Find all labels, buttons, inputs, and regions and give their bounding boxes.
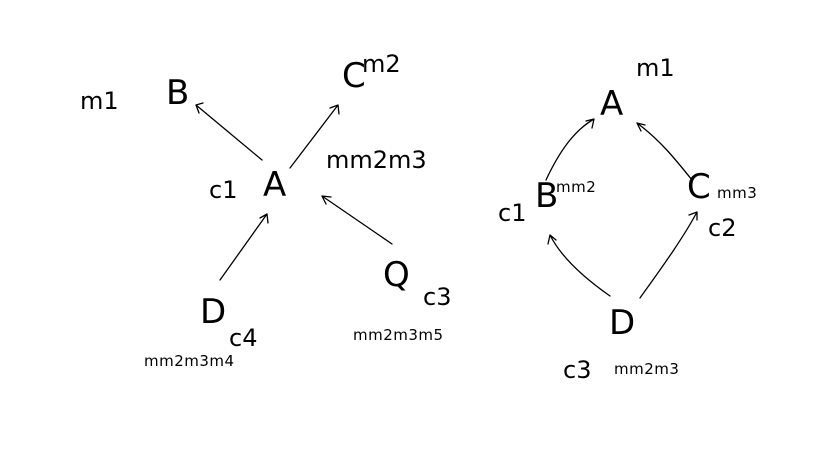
node-d-right: D: [609, 303, 635, 343]
edge-d-to-b: [547, 234, 611, 297]
node-b-right: B: [535, 176, 558, 216]
edge-a-to-b: [195, 102, 263, 161]
node-c: C: [342, 56, 366, 96]
label-a-left: c1: [209, 176, 237, 204]
label-b-right: mm2: [556, 178, 596, 196]
label-d-left: c3: [563, 356, 591, 384]
edge-b-to-a: [545, 118, 595, 181]
edge-c-to-a: [636, 122, 693, 181]
node-c-right: C: [687, 167, 711, 207]
edge-a-to-c: [289, 104, 340, 169]
label-b-left-right: c1: [498, 199, 526, 227]
node-b: B: [166, 73, 189, 113]
label-b-left: m1: [80, 87, 119, 115]
label-q-right: c3: [423, 283, 451, 311]
label-c-right: mm3: [717, 184, 757, 202]
label-q-bottom: mm2m3m5: [353, 326, 444, 344]
right-graph: A B C D m1 c1 mm2 mm3 c2 c3 mm2m3: [498, 54, 757, 384]
edge-d-to-a: [219, 213, 269, 281]
label-a-right: mm2m3: [326, 146, 427, 174]
node-q: Q: [383, 255, 410, 295]
left-graph: A B C D Q m1 m2 mm2m3 c1 c4 mm2m3m4 c3 m…: [80, 50, 451, 370]
edge-d-to-c: [639, 211, 698, 299]
node-a-right: A: [600, 84, 623, 124]
label-d-right: c4: [229, 324, 257, 352]
edge-q-to-a: [321, 195, 393, 245]
label-c-right: m2: [362, 50, 401, 78]
label-a-top: m1: [636, 54, 675, 82]
label-c-bottom: c2: [708, 214, 736, 242]
label-d-right-right: mm2m3: [614, 360, 679, 378]
label-d-bottom: mm2m3m4: [144, 352, 235, 370]
node-a: A: [263, 165, 286, 205]
node-d: D: [200, 292, 226, 332]
